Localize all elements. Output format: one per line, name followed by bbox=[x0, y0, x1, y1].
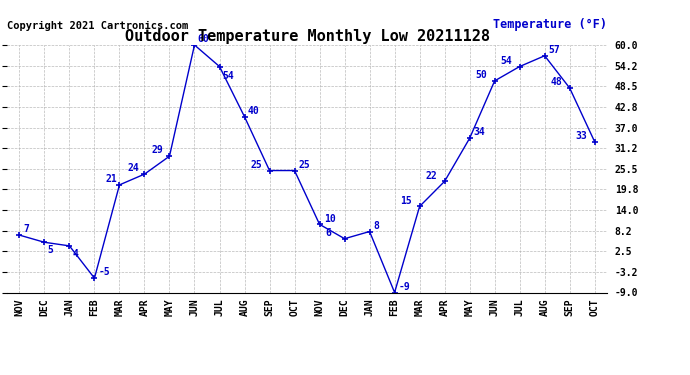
Text: 54: 54 bbox=[500, 56, 512, 66]
Text: 8: 8 bbox=[374, 221, 380, 231]
Text: 15: 15 bbox=[400, 196, 412, 206]
Text: 25: 25 bbox=[250, 160, 262, 170]
Text: 40: 40 bbox=[247, 106, 259, 116]
Text: 4: 4 bbox=[72, 249, 78, 259]
Text: 33: 33 bbox=[575, 131, 587, 141]
Text: 5: 5 bbox=[47, 245, 53, 255]
Text: 29: 29 bbox=[151, 146, 163, 155]
Text: 57: 57 bbox=[549, 45, 560, 55]
Text: 60: 60 bbox=[197, 34, 209, 44]
Text: 10: 10 bbox=[324, 214, 335, 223]
Text: 6: 6 bbox=[325, 228, 331, 238]
Text: 7: 7 bbox=[23, 224, 30, 234]
Text: 22: 22 bbox=[425, 171, 437, 180]
Text: Copyright 2021 Cartronics.com: Copyright 2021 Cartronics.com bbox=[7, 21, 188, 32]
Text: 54: 54 bbox=[222, 71, 234, 81]
Text: 48: 48 bbox=[550, 77, 562, 87]
Title: Outdoor Temperature Monthly Low 20211128: Outdoor Temperature Monthly Low 20211128 bbox=[125, 29, 489, 44]
Text: 34: 34 bbox=[474, 128, 486, 138]
Text: 25: 25 bbox=[299, 160, 310, 170]
Text: 24: 24 bbox=[128, 164, 139, 173]
Text: 50: 50 bbox=[475, 70, 487, 80]
Text: -5: -5 bbox=[99, 267, 110, 278]
Text: Temperature (°F): Temperature (°F) bbox=[493, 18, 607, 32]
Text: 21: 21 bbox=[106, 174, 117, 184]
Text: -9: -9 bbox=[399, 282, 411, 292]
